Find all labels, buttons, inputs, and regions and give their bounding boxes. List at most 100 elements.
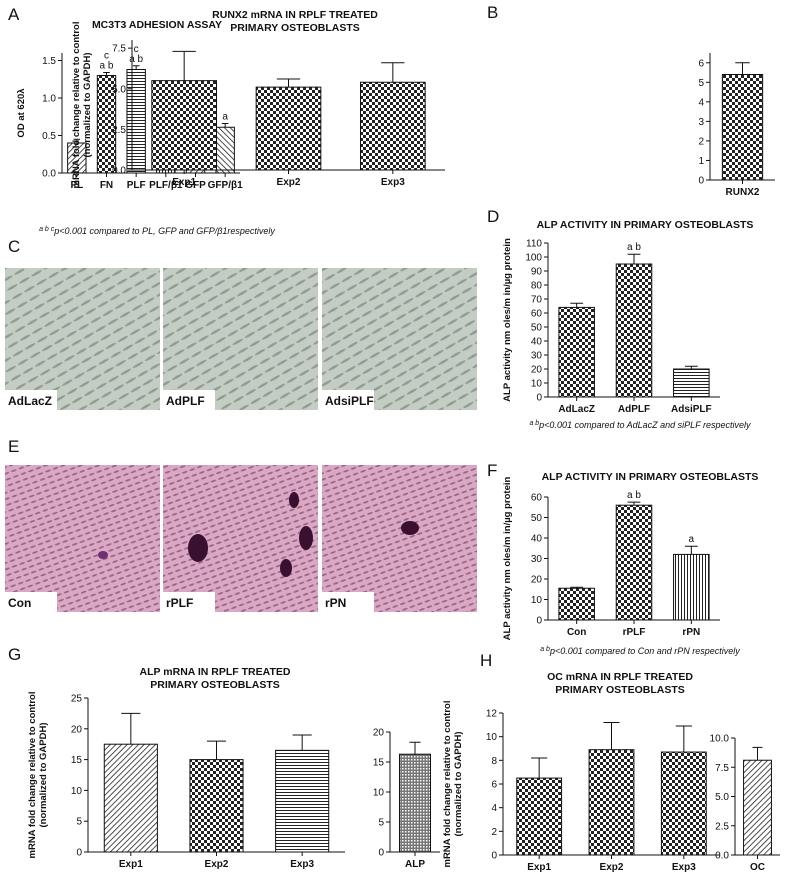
error-bar	[531, 757, 548, 779]
y-tick-label: 10	[531, 379, 543, 390]
bar	[275, 749, 330, 853]
error-bar	[73, 138, 81, 143]
bar	[615, 504, 653, 621]
footnote: a bp<0.001 compared to AdLacZ and siPLF …	[529, 420, 751, 430]
micrograph-label: rPN	[325, 596, 346, 610]
y-tick-label: 2	[698, 136, 704, 147]
error-bar	[684, 365, 698, 369]
x-tick-label: Exp1	[172, 177, 196, 188]
y-tick-label: 1.0	[42, 94, 56, 105]
y-tick-label: 6	[491, 780, 497, 791]
x-tick-label: Exp2	[277, 177, 301, 188]
y-tick-label: 2.5	[715, 821, 729, 832]
y-tick-label: 1	[698, 156, 704, 167]
footnote-superscript: a b c	[39, 226, 55, 233]
y-tick-label: 4	[491, 803, 497, 814]
y-tick-label: 30	[531, 351, 543, 362]
y-tick-label: 15	[373, 758, 385, 769]
bar	[215, 126, 235, 174]
x-tick-label: PLF/β1	[149, 180, 183, 191]
x-tick-label: Exp1	[119, 859, 143, 870]
x-tick-label: Exp3	[290, 859, 314, 870]
x-tick-label: ALP	[405, 859, 425, 870]
micrograph-label-box	[5, 592, 57, 612]
error-bar	[627, 501, 641, 506]
y-tick-label: 90	[531, 267, 543, 278]
panel-letter: D	[487, 207, 499, 226]
error-bar	[132, 65, 140, 70]
chart-title: OC mRNA IN RPLF TREATED	[547, 671, 693, 683]
chart-title: ALP ACTIVITY IN PRIMARY OSTEOBLASTS	[542, 471, 759, 483]
stain-spot	[401, 521, 419, 535]
footnote-text: p<0.001 compared to AdLacZ and siPLF res…	[538, 420, 751, 430]
y-tick-label: 4	[698, 97, 704, 108]
y-tick-label: 10	[71, 786, 83, 797]
y-tick-label: 80	[531, 281, 543, 292]
panel-letter: A	[8, 5, 20, 24]
y-axis-label: ALP activity nm oles/m in/µg protein	[502, 238, 513, 402]
y-tick-label: 15	[71, 755, 83, 766]
panel-letter: E	[8, 437, 19, 456]
y-tick-label: 110	[526, 239, 542, 250]
bar	[359, 81, 426, 171]
significance-label: c	[104, 51, 109, 62]
chart-title: ALP mRNA IN RPLF TREATED	[140, 666, 291, 678]
y-tick-label: 0.0	[42, 169, 56, 180]
micrograph	[5, 268, 160, 410]
y-tick-label: 20	[71, 724, 83, 735]
y-axis-label: (normalized to GAPDH)	[453, 731, 464, 836]
y-tick-label: 30	[531, 554, 543, 565]
x-tick-label: rPN	[682, 627, 700, 638]
bar	[588, 749, 635, 856]
panel-letter: F	[487, 461, 497, 480]
micrograph-label-box	[163, 390, 215, 410]
panel-letter: B	[487, 3, 498, 22]
y-tick-label: 1.5	[42, 56, 56, 67]
y-tick-label: 5	[378, 818, 384, 829]
error-bar	[292, 734, 312, 751]
y-tick-label: 0.0	[715, 851, 729, 862]
y-tick-label: 6	[698, 58, 704, 69]
error-bar	[276, 78, 301, 88]
significance-label: a	[222, 112, 228, 123]
micrograph-label-box	[163, 592, 215, 612]
bar	[151, 80, 218, 171]
chart-title: MC3T3 ADHESION ASSAY	[92, 19, 222, 31]
bar	[660, 751, 707, 856]
error-bar	[570, 586, 584, 589]
x-tick-label: Exp3	[381, 177, 405, 188]
bar	[743, 759, 772, 856]
stain-spot	[280, 559, 292, 577]
chart-title: ALP ACTIVITY IN PRIMARY OSTEOBLASTS	[537, 219, 754, 231]
error-bar	[570, 302, 584, 308]
x-tick-label: Exp2	[600, 862, 624, 873]
y-tick-label: 0	[491, 851, 497, 862]
y-tick-label: 0	[698, 176, 704, 187]
y-tick-label: 0	[536, 616, 542, 627]
y-tick-label: 0.0	[112, 166, 126, 177]
stain-spot	[188, 534, 208, 562]
y-tick-label: 5	[698, 78, 704, 89]
micrograph	[5, 465, 160, 612]
significance-label: a	[689, 534, 695, 545]
x-tick-label: Exp3	[672, 862, 696, 873]
y-tick-label: 10	[531, 595, 543, 606]
chart-title: PRIMARY OSTEOBLASTS	[150, 679, 280, 691]
bar	[516, 777, 563, 856]
y-tick-label: 0.5	[42, 131, 56, 142]
footnote-superscript: a b	[540, 646, 550, 653]
y-tick-label: 50	[531, 513, 543, 524]
y-axis-label: ALP activity nm oles/m in/µg protein	[502, 476, 513, 640]
x-tick-label: RUNX2	[726, 187, 760, 198]
y-tick-label: 10	[486, 732, 498, 743]
bar	[673, 368, 710, 398]
micrograph	[163, 465, 318, 612]
y-axis-label: mRNA fold change relative to control	[442, 701, 453, 868]
error-bar	[206, 740, 227, 760]
bar	[189, 759, 244, 853]
stain-spot	[299, 526, 313, 550]
footnote-text: p<0.001 compared to Con and rPN respecti…	[549, 646, 740, 656]
panel-letter: C	[8, 237, 20, 256]
bar	[255, 86, 322, 171]
panel-letter: H	[480, 651, 492, 670]
